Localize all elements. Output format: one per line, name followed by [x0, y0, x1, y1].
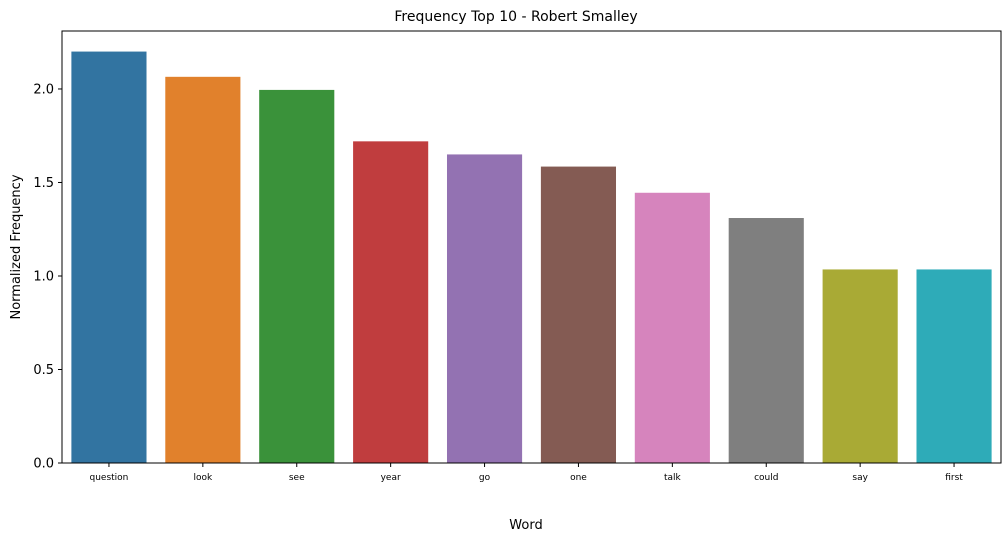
x-tick-label: year — [381, 473, 401, 483]
x-tick-label: say — [852, 473, 868, 483]
y-tick-label: 1.5 — [33, 176, 54, 191]
bar-say — [822, 269, 898, 463]
bar-see — [259, 89, 335, 463]
bar-year — [353, 141, 429, 463]
y-axis-ticks: 0.0 0.5 1.0 1.5 2.0 — [33, 82, 62, 472]
x-tick-label: one — [570, 473, 587, 483]
y-axis-label: Normalized Frequency — [9, 174, 24, 319]
bar-go — [446, 154, 523, 463]
x-tick-label: talk — [664, 473, 682, 483]
plot-frame — [61, 30, 1002, 464]
bar-first — [916, 269, 992, 463]
y-tick-label: 0.5 — [33, 363, 54, 378]
x-tick-label: could — [754, 473, 778, 483]
bar-one — [540, 166, 617, 463]
bar-could — [728, 218, 804, 463]
x-tick-label: question — [90, 473, 129, 483]
x-tick-label: first — [945, 473, 963, 483]
bar-question — [71, 51, 147, 463]
x-axis-ticks: question look see year go one talk could say firs… — [90, 463, 963, 483]
chart-title: Frequency Top 10 - Robert Smalley — [394, 9, 637, 25]
bars-group — [71, 51, 992, 463]
bar-look — [165, 76, 241, 463]
bar-talk — [634, 192, 710, 463]
x-tick-label: go — [479, 473, 491, 483]
x-axis-label: Word — [509, 518, 542, 533]
x-tick-label: look — [193, 473, 213, 483]
y-tick-label: 1.0 — [33, 269, 54, 284]
y-tick-label: 2.0 — [33, 82, 54, 97]
x-tick-label: see — [289, 473, 305, 483]
y-tick-label: 0.0 — [33, 457, 54, 472]
